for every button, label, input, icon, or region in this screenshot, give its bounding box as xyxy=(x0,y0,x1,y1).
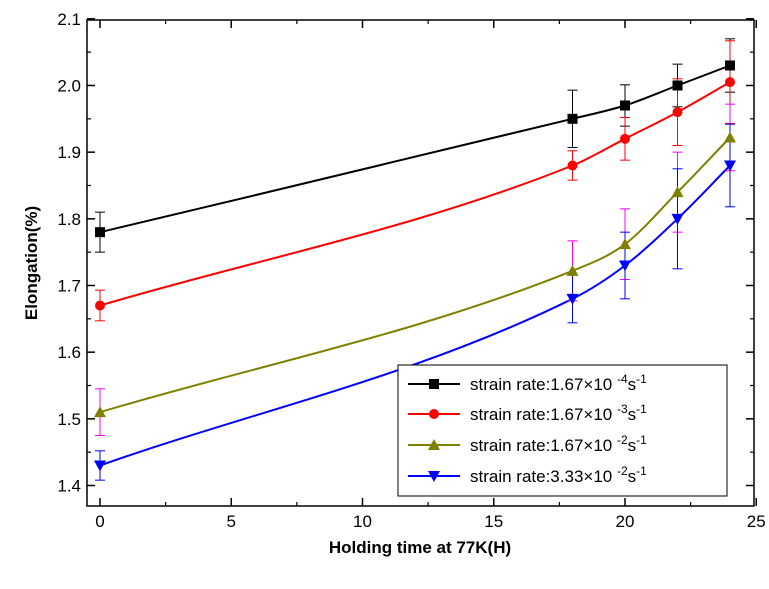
legend-label-exponent: -3 xyxy=(617,402,628,416)
legend-box xyxy=(397,364,728,497)
x-axis-title: Holding time at 77K(H) xyxy=(329,538,511,557)
legend-label-exponent: -2 xyxy=(617,433,628,447)
data-point-2 xyxy=(672,107,683,118)
data-point-4 xyxy=(566,293,579,305)
data-point-3 xyxy=(619,238,631,250)
x-tick-label: 10 xyxy=(353,512,372,531)
data-points xyxy=(94,60,736,472)
y-tick-label: 1.9 xyxy=(57,143,81,162)
legend-label-unit: s xyxy=(628,467,637,486)
data-point-2 xyxy=(567,160,578,171)
y-tick-label: 2.1 xyxy=(57,10,81,29)
y-tick-label: 1.6 xyxy=(57,343,81,362)
data-point-3 xyxy=(566,264,579,276)
data-point-2 xyxy=(725,77,735,88)
data-point-1 xyxy=(95,227,105,238)
legend-label-main: strain rate:1.67×10 xyxy=(470,405,617,424)
data-point-1 xyxy=(620,100,630,111)
x-tick-label: 20 xyxy=(616,512,635,531)
legend-label-main: strain rate:1.67×10 xyxy=(470,375,617,394)
data-point-2 xyxy=(620,133,630,144)
legend-label-unit: s xyxy=(628,436,637,455)
legend-label-exponent: -4 xyxy=(617,372,628,386)
legend-marker-3 xyxy=(428,439,440,450)
legend-label-4: strain rate:3.33×10 -2s-1 xyxy=(470,464,647,486)
y-tick-label: 1.7 xyxy=(57,276,81,295)
data-point-4 xyxy=(724,160,736,172)
data-point-3 xyxy=(94,406,106,418)
data-point-3 xyxy=(724,131,736,143)
x-tick-label: 25 xyxy=(747,512,766,531)
legend-marker-4 xyxy=(428,471,440,482)
legend-label-exponent: -2 xyxy=(617,464,628,478)
data-point-4 xyxy=(619,260,631,272)
data-point-2 xyxy=(95,300,105,311)
legend-label-unit-exponent: -1 xyxy=(636,433,647,447)
legend-label-unit-exponent: -1 xyxy=(636,464,647,478)
legend-marker-2 xyxy=(429,409,439,419)
x-tick-label: 0 xyxy=(95,512,104,531)
legend-label-unit-exponent: -1 xyxy=(636,372,647,386)
legend-label-3: strain rate:1.67×10 -2s-1 xyxy=(470,433,647,455)
axes-ticks: 0 5 10 15 20 25 1.4 1.5 1.6 1.7 1.8 1.9 2.0 2.1 xyxy=(57,10,765,531)
y-tick-label: 1.5 xyxy=(57,410,81,429)
y-tick-label: 2.0 xyxy=(57,76,81,95)
data-point-4 xyxy=(94,460,106,472)
data-point-1 xyxy=(672,80,683,91)
x-tick-label: 15 xyxy=(484,512,503,531)
series-line-3 xyxy=(99,136,731,414)
data-point-3 xyxy=(671,186,684,198)
data-point-4 xyxy=(671,213,684,225)
legend-marker-1 xyxy=(429,379,439,389)
y-tick-label: 1.4 xyxy=(57,477,81,496)
x-tick-label: 5 xyxy=(227,512,236,531)
legend-label-2: strain rate:1.67×10 -3s-1 xyxy=(470,402,647,424)
legend-label-main: strain rate:3.33×10 xyxy=(470,467,617,486)
legend-label-unit: s xyxy=(628,405,637,424)
data-point-1 xyxy=(567,113,578,124)
legend-label-main: strain rate:1.67×10 xyxy=(470,436,617,455)
plot-frame xyxy=(86,19,755,507)
legend-label-unit-exponent: -1 xyxy=(636,402,647,416)
y-tick-label: 1.8 xyxy=(57,210,81,229)
legend-label-1: strain rate:1.67×10 -4s-1 xyxy=(470,372,647,394)
data-point-1 xyxy=(725,60,735,71)
y-axis-title: Elongation(%) xyxy=(22,206,41,320)
legend-label-unit: s xyxy=(628,375,637,394)
